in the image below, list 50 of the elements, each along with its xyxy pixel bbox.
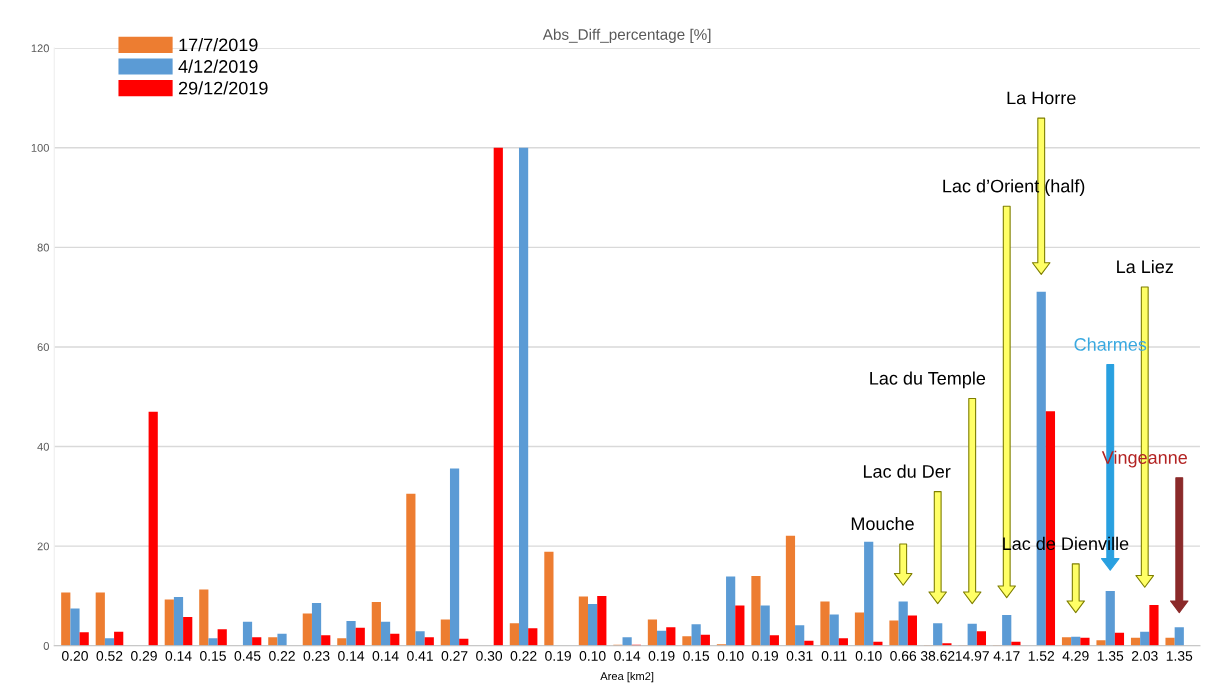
x-tick-label: 0.14 [165, 651, 192, 661]
x-tick-label: 1.52 [1028, 651, 1055, 661]
x-tick-label: 0.15 [200, 651, 226, 661]
x-tick-label: 0.23 [303, 651, 330, 661]
x-tick-label: 4.29 [1062, 651, 1089, 661]
x-tick-label: 0.22 [510, 651, 537, 661]
x-tick-label: 0.19 [648, 651, 675, 661]
y-tick-label: 80 [37, 243, 49, 252]
y-tick-label: 20 [37, 542, 49, 551]
x-tick-label: 1.35 [1166, 651, 1193, 661]
annotation: Lac du Der [863, 464, 951, 478]
annotation: Mouche [851, 516, 914, 531]
x-axis-title: Area [km2] [600, 671, 654, 683]
x-tick-label: 0.10 [579, 651, 606, 661]
x-tick-label: 0.19 [545, 651, 571, 661]
y-tick-label: 120 [31, 44, 49, 53]
y-tick-label: 40 [37, 442, 49, 451]
x-tick-label: 0.22 [269, 651, 295, 661]
x-tick-label: 4.17 [993, 651, 1020, 661]
x-tick-label: 0.19 [752, 651, 779, 661]
x-tick-label: 0.10 [855, 651, 882, 661]
annotation: Lac du Temple [870, 371, 986, 389]
x-tick-label: 0.20 [62, 651, 88, 661]
legend-label: 17/7/2019 [179, 38, 258, 52]
legend-label: 29/12/2019 [178, 81, 268, 95]
x-tick-label: 1.35 [1097, 651, 1124, 661]
chart-title: Abs_Diff_percentage [%] [542, 28, 711, 43]
x-tick-label: 0.14 [372, 651, 399, 661]
x-tick-label: 2.03 [1131, 651, 1158, 661]
x-tick-label: 0.10 [717, 651, 744, 661]
x-tick-label: 0.45 [234, 651, 261, 661]
y-tick-label: 60 [37, 343, 49, 352]
x-tick-label: 14.97 [955, 651, 989, 661]
x-tick-label: 0.14 [338, 651, 365, 661]
y-tick-label: 100 [31, 143, 49, 152]
x-tick-label: 0.11 [821, 651, 847, 661]
annotation: La Horre [1007, 91, 1076, 105]
x-tick-label: 38.62 [920, 651, 955, 661]
x-tick-label: 0.41 [407, 651, 433, 661]
legend-label: 4/12/2019 [178, 59, 258, 73]
x-tick-label: 0.52 [96, 651, 123, 661]
x-tick-label: 0.14 [614, 651, 641, 661]
x-tick-label: 0.31 [786, 651, 813, 661]
annotation: La Liez [1117, 259, 1173, 274]
y-tick-label: 0 [43, 642, 49, 650]
x-tick-label: 0.66 [890, 651, 917, 661]
x-tick-label: 0.15 [683, 651, 710, 661]
x-tick-label: 0.29 [131, 651, 157, 661]
x-tick-label: 0.30 [476, 651, 503, 661]
x-tick-label: 0.27 [441, 651, 468, 661]
